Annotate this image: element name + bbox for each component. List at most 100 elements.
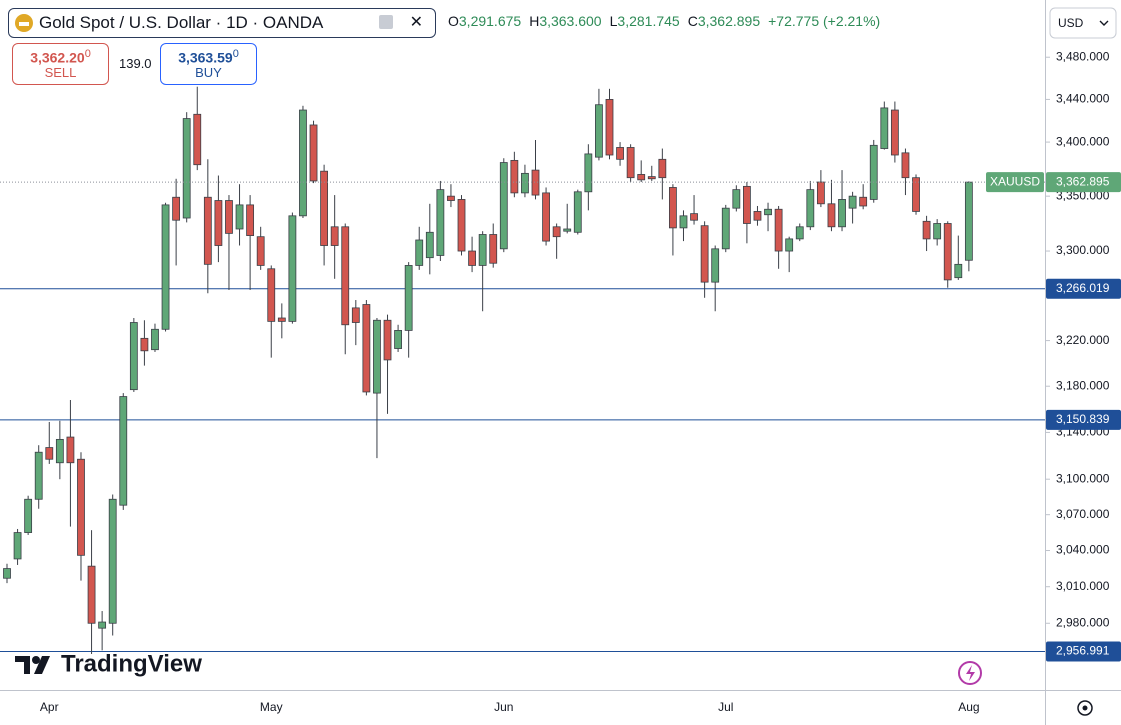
candle-body [203,196,212,265]
y-tick-label: 3,040.000 [1056,543,1110,557]
candle-body [351,307,360,323]
candle-body [161,204,170,330]
candle-body [172,196,181,221]
ohlc-legend: O3,291.675 H3,363.600 L3,281.745 C3,362.895… [448,13,888,29]
currency-chevron [1099,20,1109,26]
news-bolt [966,665,975,681]
candle-body [901,152,910,179]
candle-body [468,250,476,266]
candle-body [954,263,963,279]
buy-pip: 0 [232,48,239,60]
sell-label: SELL [44,65,77,81]
candle-body [309,124,318,182]
y-tick-label: 3,400.000 [1056,134,1110,148]
candle-body [679,215,688,229]
candle-body [225,200,233,234]
ohlc-value: 3,281.745 [617,13,680,29]
candle-body [55,438,64,464]
candle-body [816,181,825,205]
candle-body [637,174,646,181]
symbol-header[interactable]: Gold Spot / U.S. Dollar · 1D · OANDA ✕ [8,8,436,38]
candle-body [320,170,329,246]
last-price-label-bg [1046,172,1121,193]
y-tick-label: 3,180.000 [1056,378,1110,392]
candle-body [827,203,836,228]
candle-body [425,231,434,259]
buy-label: BUY [195,65,222,81]
candle-body [66,436,75,464]
ohlc-key: C [687,13,698,29]
candle-body [77,458,85,556]
settings-icon-dot [1082,705,1088,711]
y-tick-label: 3,480.000 [1056,49,1110,63]
candle-body [890,109,899,156]
candle-body [510,159,519,194]
candle-body [13,532,22,560]
currency-button[interactable] [1049,7,1117,39]
ohlc-change: +72.775 (+2.21%) [768,13,881,29]
candle-body [447,195,455,201]
settings-icon[interactable] [1077,700,1093,716]
candle-body [330,226,339,246]
level-label: 2,956.991 [1056,644,1110,658]
candle-body [288,215,297,322]
last-price-label: 3,362.895 [1056,174,1110,188]
ohlc-value: 3,291.675 [458,13,522,29]
candle-body [542,192,550,242]
candle-body [922,220,931,240]
icon[interactable] [379,15,393,29]
candle-body [45,447,54,460]
candle-body [214,200,223,246]
news-icon[interactable] [958,661,982,685]
candle-body [235,204,244,230]
candle-body [616,147,624,160]
close-icon[interactable]: ✕ [409,14,423,31]
x-tick-label: May [260,700,283,714]
candle-body [415,239,424,266]
candle-body [795,226,804,240]
brand-logo: TradingView [15,650,202,677]
candle-body [753,211,762,221]
x-tick-label: Aug [958,700,979,714]
buy-price: 3,363.59 [178,49,233,66]
candle-body [721,207,730,250]
sell-button[interactable]: 3,362.200 SELL [12,43,109,85]
candle-body [267,268,276,322]
candle-body [774,208,783,252]
logo-mark [15,656,30,674]
sell-price: 3,362.20 [30,49,85,66]
candle-body [98,621,107,629]
candle-body [3,568,11,579]
candle-body [193,113,202,166]
buy-button[interactable]: 3,363.590 BUY [160,43,257,85]
currency: USD [1058,16,1084,30]
plot: 2,980.000 3,010.000 3,040.000 3,070.000 3,10… [0,49,1121,714]
symbol-label-bg [986,172,1044,193]
candle-body [34,451,43,500]
candle-body [182,118,191,219]
candle-body [404,265,413,331]
candle-body [964,181,973,261]
candle-body [457,199,466,252]
candle-body [108,498,117,624]
candle-body [647,176,656,180]
level-label-bg [1046,641,1121,662]
candle-body [552,226,561,238]
spread: 139.0 [119,56,152,71]
candle-body [806,189,815,228]
candle-body [626,147,635,179]
candle-body [743,185,751,224]
level-label: 3,266.019 [1056,281,1110,295]
candle-body [563,228,572,232]
candle-body [87,565,96,624]
candle-body [869,144,878,200]
x-tick-label: Jul [718,700,733,714]
candle-body [933,223,942,240]
candle-body [690,213,698,221]
candle-body [151,328,159,351]
ohlc-key: O [448,13,459,29]
candle-body [785,238,794,252]
level-label-bg [1046,409,1121,430]
logo-dot [32,656,40,664]
candle-body [362,304,371,393]
